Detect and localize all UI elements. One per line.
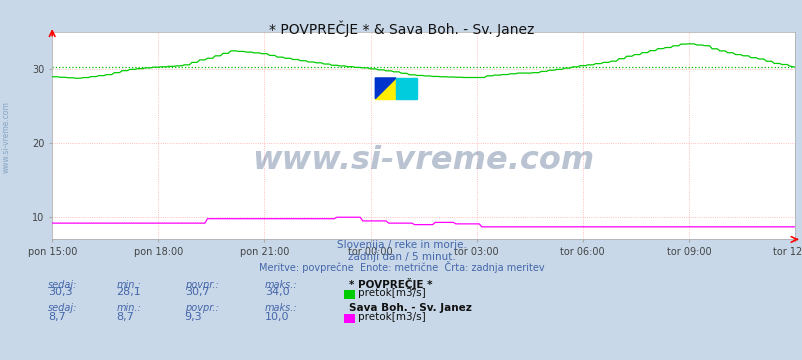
Text: 28,1: 28,1 — [116, 287, 141, 297]
Text: min.:: min.: — [116, 280, 141, 290]
Text: Slovenija / reke in morje.: Slovenija / reke in morje. — [336, 240, 466, 251]
Text: 30,3: 30,3 — [48, 287, 73, 297]
Text: www.si-vreme.com: www.si-vreme.com — [252, 145, 594, 176]
Text: www.si-vreme.com: www.si-vreme.com — [2, 101, 11, 173]
Text: sedaj:: sedaj: — [48, 280, 78, 290]
Text: Sava Boh. - Sv. Janez: Sava Boh. - Sv. Janez — [349, 303, 472, 314]
Polygon shape — [375, 78, 395, 99]
Text: maks.:: maks.: — [265, 303, 298, 314]
Text: 8,7: 8,7 — [116, 312, 134, 322]
Polygon shape — [395, 78, 416, 99]
Text: Meritve: povprečne  Enote: metrične  Črta: zadnja meritev: Meritve: povprečne Enote: metrične Črta:… — [258, 261, 544, 273]
Text: sedaj:: sedaj: — [48, 303, 78, 314]
Text: 30,7: 30,7 — [184, 287, 209, 297]
Text: min.:: min.: — [116, 303, 141, 314]
Text: 9,3: 9,3 — [184, 312, 202, 322]
Text: 8,7: 8,7 — [48, 312, 66, 322]
Text: povpr.:: povpr.: — [184, 303, 218, 314]
Text: * POVPREČJE * & Sava Boh. - Sv. Janez: * POVPREČJE * & Sava Boh. - Sv. Janez — [269, 21, 533, 37]
Text: povpr.:: povpr.: — [184, 280, 218, 290]
Text: maks.:: maks.: — [265, 280, 298, 290]
Text: 34,0: 34,0 — [265, 287, 290, 297]
Text: * POVPREČJE *: * POVPREČJE * — [349, 278, 432, 290]
Text: zadnji dan / 5 minut.: zadnji dan / 5 minut. — [347, 252, 455, 262]
Text: pretok[m3/s]: pretok[m3/s] — [358, 288, 425, 298]
Text: 10,0: 10,0 — [265, 312, 290, 322]
Text: pretok[m3/s]: pretok[m3/s] — [358, 312, 425, 323]
Polygon shape — [375, 78, 395, 99]
